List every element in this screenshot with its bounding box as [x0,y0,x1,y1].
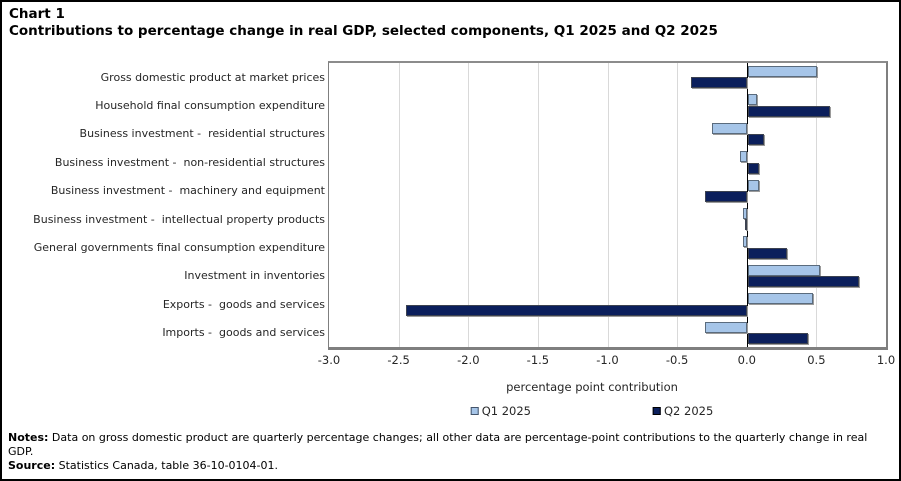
category-label-business-investment-non-residential-structures: Business investment - non-residential st… [54,155,325,169]
bar-q2-2025-general-governments-final-consumption-expenditure [747,247,787,259]
notes-label: Notes: [8,431,49,444]
bar-q2-2025-gross-domestic-product-at-market-prices [691,77,747,89]
gridline [537,63,539,347]
bar-q2-2025-imports-goods-and-services [747,332,808,344]
category-label-investment-in-inventories: Investment in inventories [184,269,325,283]
plot-area [328,61,888,350]
gridline [468,63,470,347]
bar-q1-2025-imports-goods-and-services [705,321,747,333]
notes-block: Notes: Data on gross domestic product ar… [8,431,880,473]
x-tick-label: 0.5 [807,353,826,367]
bar-q1-2025-business-investment-machinery-and-equipment [747,179,759,191]
legend-item-q2-2025: Q2 2025 [653,404,713,418]
legend-label-q1-2025: Q1 2025 [481,404,531,418]
category-label-business-investment-intellectual-property-products: Business investment - intellectual prope… [33,212,325,226]
notes: Notes: Data on gross domestic product ar… [8,431,880,459]
legend-swatch-q2-2025 [653,407,661,415]
bar-q1-2025-investment-in-inventories [747,264,821,276]
x-tick-label: 0.0 [737,353,756,367]
chart-title: Contributions to percentage change in re… [9,23,718,39]
source: Source: Statistics Canada, table 36-10-0… [8,459,880,473]
bar-q1-2025-household-final-consumption-expenditure [747,94,758,106]
x-tick-label: -1.0 [596,353,619,367]
category-label-business-investment-residential-structures: Business investment - residential struct… [79,127,325,141]
x-tick-label: -2.5 [387,353,410,367]
bar-q2-2025-business-investment-residential-structures [747,134,765,146]
bar-q2-2025-business-investment-intellectual-property-products [745,219,748,231]
bar-q2-2025-investment-in-inventories [747,276,860,288]
legend-label-q2-2025: Q2 2025 [664,404,714,418]
bar-q1-2025-business-investment-intellectual-property-products [742,208,747,219]
x-tick-label: -0.5 [665,353,689,367]
category-label-general-governments-final-consumption-expenditure: General governments final consumption ex… [33,241,325,255]
x-tick-label: -2.0 [457,353,480,367]
title-block: Chart 1 Contributions to percentage chan… [9,6,718,40]
category-label-household-final-consumption-expenditure: Household final consumption expenditure [95,99,325,113]
category-axis: Gross domestic product at market prices H… [6,63,325,347]
bar-q1-2025-general-governments-final-consumption-expenditure [742,236,747,248]
x-tick-label: -1.5 [526,353,550,367]
source-label: Source: [8,459,56,472]
bar-q2-2025-business-investment-machinery-and-equipment [705,190,747,202]
category-label-gross-domestic-product-at-market-prices: Gross domestic product at market prices [100,70,325,84]
notes-text: Data on gross domestic product are quart… [8,431,868,458]
gridline [607,63,609,347]
category-label-exports-goods-and-services: Exports - goods and services [162,297,325,311]
bar-q1-2025-business-investment-residential-structures [711,122,747,134]
category-label-business-investment-machinery-and-equipment: Business investment - machinery and equi… [50,184,325,198]
bar-q1-2025-gross-domestic-product-at-market-prices [747,66,818,77]
category-label-imports-goods-and-services: Imports - goods and services [162,326,325,340]
gridline [398,63,400,347]
gridline [677,63,679,347]
x-tick-label: -3.0 [317,353,341,367]
bar-q2-2025-business-investment-non-residential-structures [747,162,759,174]
source-text: Statistics Canada, table 36-10-0104-01. [55,459,278,472]
zero-axis-line [746,63,748,347]
bar-q1-2025-business-investment-non-residential-structures [739,151,747,163]
chart-number: Chart 1 [9,6,65,22]
legend: Q1 2025 Q2 2025 [470,404,713,418]
gridline [816,63,818,347]
x-axis-title: percentage point contribution [506,380,678,394]
legend-swatch-q1-2025 [470,407,479,415]
x-tick-label: 1.0 [876,353,896,367]
legend-item-q1-2025: Q1 2025 [470,404,531,418]
bar-q2-2025-exports-goods-and-services [405,304,747,316]
bar-q2-2025-household-final-consumption-expenditure [747,105,830,117]
bar-q1-2025-exports-goods-and-services [747,293,814,305]
